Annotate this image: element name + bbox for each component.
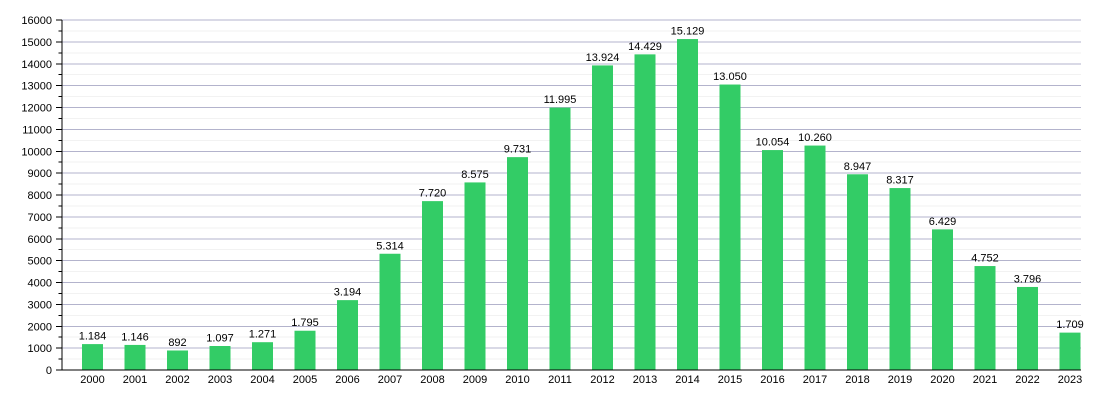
bar-value-label-2007: 5.314 (376, 240, 404, 252)
bar-value-label-2018: 8.947 (844, 161, 872, 173)
bar-value-label-2009: 8.575 (461, 169, 489, 181)
y-tick-label-3000: 3000 (28, 299, 52, 311)
x-tick-label-2014: 2014 (675, 374, 699, 386)
x-tick-label-2005: 2005 (293, 374, 317, 386)
bar-2006 (337, 300, 358, 370)
bar-value-label-2010: 9.731 (504, 144, 532, 156)
y-tick-label-1000: 1000 (28, 343, 52, 355)
bar-value-label-2020: 6.429 (929, 216, 957, 228)
bar-2005 (294, 330, 316, 370)
x-tick-label-2002: 2002 (165, 374, 189, 386)
bar-2004 (252, 342, 273, 370)
bar-value-label-2012: 13.924 (586, 52, 620, 64)
bar-value-label-2008: 7.720 (419, 188, 447, 200)
x-tick-label-2019: 2019 (888, 374, 912, 386)
x-tick-label-2006: 2006 (335, 374, 359, 386)
y-tick-label-0: 0 (46, 365, 52, 377)
bar-2014 (677, 39, 698, 370)
bar-2002 (167, 350, 188, 370)
y-tick-label-12000: 12000 (21, 103, 52, 115)
x-tick-label-2013: 2013 (633, 374, 657, 386)
x-tick-label-2008: 2008 (420, 374, 444, 386)
bar-value-label-2005: 1.795 (291, 317, 319, 329)
x-tick-label-2020: 2020 (930, 374, 954, 386)
bar-value-label-2003: 1.097 (206, 333, 234, 345)
y-tick-label-6000: 6000 (28, 234, 52, 246)
bar-value-label-2000: 1.184 (79, 331, 107, 343)
bar-2018 (847, 174, 868, 370)
y-tick-label-16000: 16000 (21, 15, 52, 27)
bar-2011 (549, 107, 571, 370)
bar-2021 (974, 266, 996, 370)
y-tick-label-2000: 2000 (28, 321, 52, 333)
x-tick-label-2003: 2003 (208, 374, 232, 386)
bar-2010 (507, 157, 528, 370)
x-tick-label-2010: 2010 (505, 374, 529, 386)
bar-2000 (82, 344, 103, 370)
bar-value-label-2017: 10.260 (798, 132, 832, 144)
y-tick-label-13000: 13000 (21, 81, 52, 93)
bar-2012 (592, 65, 613, 370)
bar-2019 (889, 188, 911, 370)
y-tick-label-15000: 15000 (21, 37, 52, 49)
bar-2023 (1059, 332, 1081, 370)
x-tick-label-2015: 2015 (718, 374, 742, 386)
y-tick-label-9000: 9000 (28, 168, 52, 180)
bar-value-label-2002: 892 (168, 337, 186, 349)
x-tick-label-2012: 2012 (590, 374, 614, 386)
bar-value-label-2013: 14.429 (628, 41, 662, 53)
x-tick-label-2022: 2022 (1015, 374, 1039, 386)
x-tick-label-2011: 2011 (548, 374, 572, 386)
x-tick-label-2009: 2009 (463, 374, 487, 386)
bar-value-label-2015: 13.050 (713, 71, 747, 83)
bar-value-label-2016: 10.054 (756, 137, 790, 149)
bar-2022 (1017, 286, 1038, 370)
y-tick-label-11000: 11000 (22, 124, 52, 136)
bar-value-label-2004: 1.271 (249, 329, 277, 341)
y-tick-label-5000: 5000 (28, 256, 52, 268)
bar-2001 (124, 344, 146, 370)
y-tick-label-7000: 7000 (28, 212, 52, 224)
x-tick-label-2016: 2016 (760, 374, 784, 386)
bar-value-label-2011: 11.995 (544, 94, 577, 106)
bar-value-label-2014: 15.129 (671, 26, 705, 38)
bar-2013 (634, 54, 656, 370)
x-tick-label-2017: 2017 (803, 374, 827, 386)
y-tick-label-8000: 8000 (28, 190, 52, 202)
bar-value-label-2022: 3.796 (1014, 273, 1042, 285)
y-tick-label-14000: 14000 (21, 59, 52, 71)
x-tick-label-2007: 2007 (378, 374, 402, 386)
bar-2009 (464, 182, 486, 370)
bar-value-label-2006: 3.194 (334, 287, 362, 299)
bar-value-label-2019: 8.317 (886, 175, 914, 187)
x-tick-label-2000: 2000 (80, 374, 104, 386)
x-tick-label-2018: 2018 (845, 374, 869, 386)
bar-value-label-2001: 1.146 (121, 331, 149, 343)
bar-2007 (379, 253, 401, 370)
x-tick-label-2001: 2001 (123, 374, 147, 386)
y-tick-label-4000: 4000 (28, 278, 52, 290)
bar-2008 (422, 201, 443, 370)
bar-2016 (762, 150, 783, 370)
x-tick-label-2023: 2023 (1058, 374, 1082, 386)
bar-value-label-2021: 4.752 (971, 253, 999, 265)
x-tick-label-2004: 2004 (250, 374, 274, 386)
bar-value-label-2023: 1.709 (1056, 319, 1084, 331)
bar-2015 (719, 84, 741, 370)
bar-2003 (209, 346, 231, 370)
bar-2020 (932, 229, 953, 370)
y-tick-label-10000: 10000 (21, 146, 52, 158)
bar-2017 (804, 145, 826, 370)
x-tick-label-2021: 2021 (973, 374, 997, 386)
